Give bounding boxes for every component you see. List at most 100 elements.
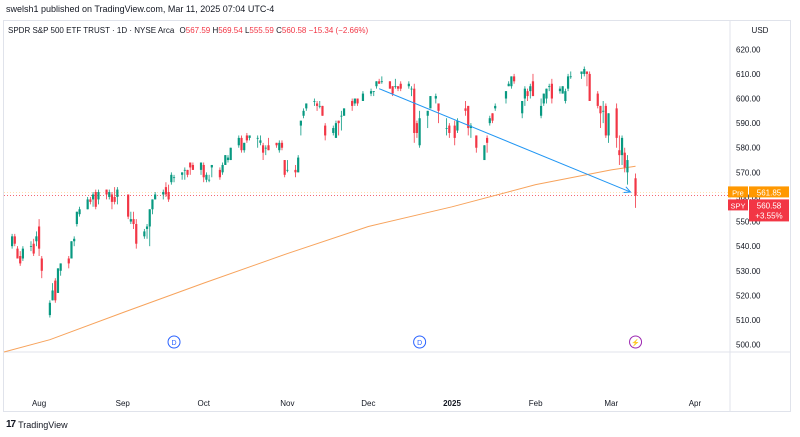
candle-body — [54, 280, 57, 301]
footer: 17 TradingView — [6, 419, 68, 430]
x-tick-label: Aug — [32, 399, 46, 408]
candle-body — [154, 194, 157, 200]
candle-body — [86, 199, 89, 210]
candle-body — [19, 256, 22, 264]
candle-body — [588, 73, 591, 101]
y-tick-label: 610.00 — [736, 70, 761, 79]
y-tick-label: 510.00 — [736, 316, 761, 325]
candle-body — [218, 169, 222, 178]
candle-body — [531, 81, 535, 97]
open-value: 567.59 — [185, 26, 211, 35]
y-tick-label: 620.00 — [736, 45, 761, 54]
split-marker — [629, 335, 643, 349]
x-tick-label: Nov — [280, 399, 294, 408]
candle-body — [110, 194, 114, 202]
candle-body — [127, 194, 130, 217]
candle-body — [56, 268, 60, 293]
candle-body — [361, 93, 365, 101]
candle-body — [407, 83, 410, 87]
candle-body — [75, 211, 78, 225]
candle-body — [172, 177, 176, 179]
candle-body — [548, 86, 551, 88]
candle-body — [91, 194, 95, 200]
spy-tag-name: SPY — [730, 201, 745, 210]
candle-body — [267, 145, 270, 151]
candle-body — [542, 93, 545, 104]
candle-body — [324, 125, 327, 136]
candle-body — [620, 137, 624, 156]
candle-body — [456, 120, 459, 131]
spy-tag-value: 560.58 — [757, 201, 782, 210]
candle-body — [626, 160, 629, 173]
candle-body — [256, 137, 259, 139]
spy-tag-change: +3.55% — [755, 211, 782, 220]
trend-arrow-line — [378, 88, 631, 193]
candle-body — [596, 93, 599, 106]
candle-body — [37, 226, 41, 249]
pre-tag-value: 561.85 — [757, 188, 782, 197]
candle-body — [286, 169, 289, 171]
candle-body — [245, 135, 248, 141]
candle-body — [615, 108, 618, 138]
pre-tag-value-bg — [749, 186, 789, 198]
candle-body — [521, 100, 524, 114]
candle-body — [488, 118, 491, 124]
candle-body — [94, 192, 97, 207]
candle-body — [221, 164, 224, 173]
candle-body — [108, 192, 111, 197]
candle-body — [507, 83, 510, 87]
chart-frame — [3, 20, 791, 412]
y-tick-label: 540.00 — [736, 242, 761, 251]
candle-body — [504, 91, 508, 99]
candle-body — [35, 236, 38, 242]
candle-body — [237, 137, 240, 146]
x-tick-label: Apr — [689, 399, 702, 408]
candle-body — [186, 169, 189, 175]
dividend-marker-label: D — [417, 340, 422, 347]
candle-body — [448, 125, 451, 133]
candle-body — [545, 88, 548, 99]
candle-body — [539, 105, 543, 116]
candle-body — [129, 219, 132, 222]
candle-body — [59, 263, 62, 271]
candle-body — [191, 164, 195, 170]
candle-body — [164, 187, 168, 195]
candle-body — [372, 91, 375, 92]
candle-body — [413, 88, 416, 133]
candle-body — [378, 81, 381, 84]
candle-body — [226, 157, 230, 161]
candle-body — [13, 236, 16, 244]
candle-body — [561, 86, 564, 94]
candle-body — [67, 258, 70, 264]
candle-body — [229, 147, 232, 161]
candle-body — [210, 164, 213, 168]
candle-body — [564, 91, 567, 101]
y-tick-label: 520.00 — [736, 291, 761, 300]
published-info: swelsh1 published on TradingView.com, Ma… — [6, 4, 275, 14]
candle-body — [148, 209, 151, 227]
candle-body — [40, 258, 43, 271]
candle-body — [224, 155, 227, 165]
candle-body — [475, 135, 478, 148]
x-tick-label: Oct — [197, 399, 210, 408]
candle-body — [264, 147, 267, 149]
candle-body — [205, 174, 208, 180]
candle-body — [512, 76, 516, 82]
candle-body — [453, 125, 456, 138]
split-marker-label: ⚡ — [631, 338, 640, 347]
candle-body — [321, 105, 324, 116]
candle-body — [297, 157, 300, 173]
y-tick-label: 560.00 — [736, 193, 761, 202]
candle-body — [604, 105, 607, 136]
candle-body — [183, 169, 186, 171]
brand-name: TradingView — [18, 419, 68, 430]
candle-body — [21, 248, 24, 259]
candle-body — [340, 115, 343, 117]
candle-body — [294, 169, 297, 173]
low-label: L — [244, 26, 250, 35]
candle-body — [143, 231, 146, 237]
candle-body — [10, 236, 14, 247]
candle-body — [299, 120, 302, 126]
candle-body — [170, 174, 173, 183]
